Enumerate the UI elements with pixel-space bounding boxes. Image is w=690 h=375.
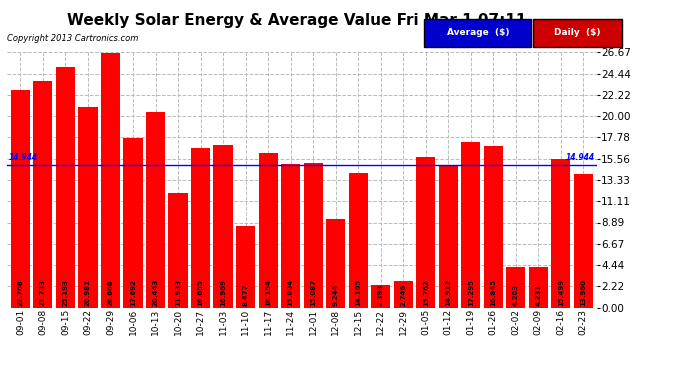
Text: 17.295: 17.295	[468, 279, 474, 306]
Bar	[416, 157, 435, 308]
Bar	[236, 226, 255, 308]
Text: 16.845: 16.845	[491, 279, 496, 306]
Bar	[11, 90, 30, 308]
Text: Weekly Solar Energy & Average Value Fri Mar 1 07:11: Weekly Solar Energy & Average Value Fri …	[67, 13, 526, 28]
Bar	[168, 194, 188, 308]
Text: 15.499: 15.499	[558, 279, 564, 306]
Text: 2.746: 2.746	[400, 284, 406, 306]
Bar	[79, 107, 97, 307]
Text: 23.733: 23.733	[40, 279, 46, 306]
Bar	[213, 145, 233, 308]
Bar	[574, 174, 593, 308]
Text: Copyright 2013 Cartronics.com: Copyright 2013 Cartronics.com	[7, 34, 138, 43]
Text: 17.692: 17.692	[130, 279, 136, 306]
Text: 14.105: 14.105	[355, 279, 361, 306]
Bar	[551, 159, 571, 308]
Bar	[326, 219, 345, 308]
Text: 14.944: 14.944	[566, 153, 595, 162]
Text: 15.004: 15.004	[288, 279, 294, 306]
Bar	[348, 172, 368, 308]
Text: Daily  ($): Daily ($)	[554, 28, 601, 38]
Bar	[371, 285, 391, 308]
Text: 15.087: 15.087	[310, 279, 316, 306]
Text: 2.398: 2.398	[377, 284, 384, 306]
Text: 9.244: 9.244	[333, 284, 339, 306]
Bar	[304, 163, 323, 308]
Text: 20.443: 20.443	[152, 279, 159, 306]
Text: 25.193: 25.193	[62, 279, 68, 306]
Text: Average  ($): Average ($)	[446, 28, 509, 38]
Bar	[33, 81, 52, 308]
Bar	[439, 165, 457, 308]
Text: 15.762: 15.762	[423, 279, 428, 306]
Text: 4.231: 4.231	[535, 284, 542, 306]
Bar	[529, 267, 548, 308]
Text: 16.655: 16.655	[197, 279, 204, 306]
Text: 20.981: 20.981	[85, 279, 91, 306]
Bar	[259, 153, 277, 308]
Text: 16.154: 16.154	[265, 279, 271, 306]
Text: 4.203: 4.203	[513, 284, 519, 306]
Bar	[146, 112, 165, 308]
Bar	[506, 267, 525, 308]
Text: 13.960: 13.960	[580, 279, 586, 306]
Text: 22.768: 22.768	[17, 279, 23, 306]
Bar	[484, 147, 503, 308]
Text: 11.933: 11.933	[175, 279, 181, 306]
Text: 16.969: 16.969	[220, 279, 226, 306]
Bar	[461, 142, 480, 308]
Bar	[191, 148, 210, 308]
Bar	[56, 67, 75, 308]
Bar	[393, 281, 413, 308]
Text: 14.912: 14.912	[445, 279, 451, 306]
Bar	[124, 138, 143, 308]
Text: 8.477: 8.477	[243, 284, 248, 306]
Text: 26.666: 26.666	[108, 280, 113, 306]
Bar	[281, 164, 300, 308]
Text: 14.944: 14.944	[9, 153, 38, 162]
Bar	[101, 53, 120, 308]
